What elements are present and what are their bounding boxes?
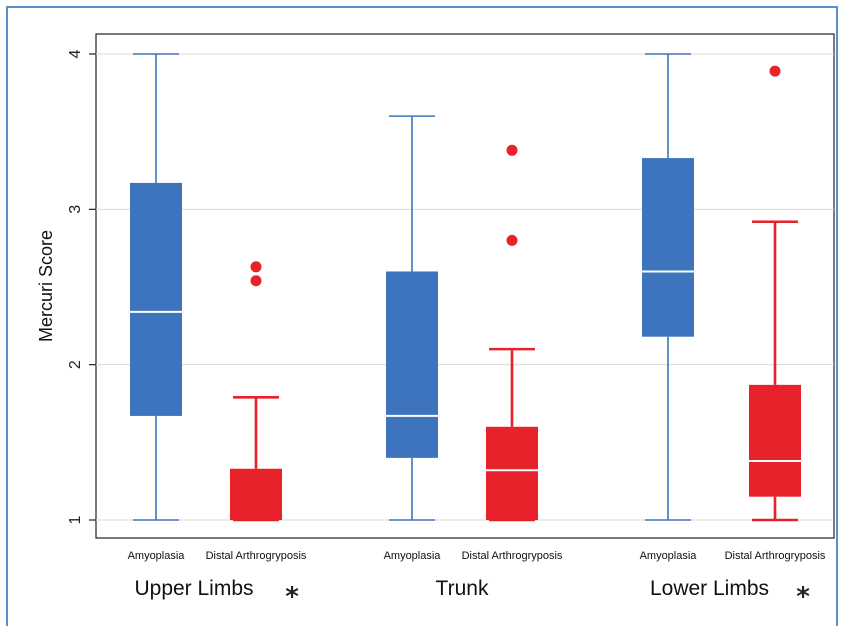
figure-frame xyxy=(6,6,838,626)
category-label: Distal Arthrogryposis xyxy=(725,550,826,562)
box-iqr xyxy=(386,271,438,458)
category-label: Distal Arthrogryposis xyxy=(206,550,307,562)
group-label: Trunk xyxy=(436,577,489,600)
gridlines xyxy=(96,53,834,521)
box-lower-limbs-amyoplasia xyxy=(642,53,694,521)
group-label: Lower Limbs xyxy=(650,577,769,600)
category-label: Distal Arthrogryposis xyxy=(462,550,563,562)
box-trunk-distal-arthrogryposis xyxy=(486,144,538,522)
y-tick-label: 3 xyxy=(67,205,84,214)
box-iqr xyxy=(642,158,694,337)
outlier-point xyxy=(506,144,518,156)
outlier-point xyxy=(250,261,262,273)
boxes xyxy=(130,53,801,522)
box-iqr xyxy=(486,426,538,520)
y-axis: 1 2 3 4 xyxy=(67,49,96,524)
box-upper-limbs-distal-arthrogryposis xyxy=(230,261,282,522)
plot-area xyxy=(95,33,835,539)
category-label: Amyoplasia xyxy=(640,550,698,562)
group-label: Upper Limbs xyxy=(134,577,253,600)
outlier-point xyxy=(250,275,262,287)
y-tick-label: 1 xyxy=(67,515,84,524)
y-axis-title: Mercuri Score xyxy=(36,230,56,342)
box-lower-limbs-distal-arthrogryposis xyxy=(749,65,801,522)
box-iqr xyxy=(749,384,801,497)
category-label: Amyoplasia xyxy=(384,550,442,562)
significance-star-icon: * xyxy=(285,582,299,612)
x-axis-labels: Amyoplasia Distal Arthrogryposis Upper Lim… xyxy=(128,550,826,612)
box-iqr xyxy=(130,182,182,416)
y-tick-label: 2 xyxy=(67,360,84,369)
box-upper-limbs-amyoplasia xyxy=(130,53,182,521)
outlier-point xyxy=(506,234,518,246)
box-iqr xyxy=(230,468,282,520)
box-trunk-amyoplasia xyxy=(386,115,438,521)
category-label: Amyoplasia xyxy=(128,550,186,562)
outlier-point xyxy=(769,65,781,77)
significance-star-icon: * xyxy=(796,582,810,612)
y-tick-label: 4 xyxy=(67,49,84,58)
